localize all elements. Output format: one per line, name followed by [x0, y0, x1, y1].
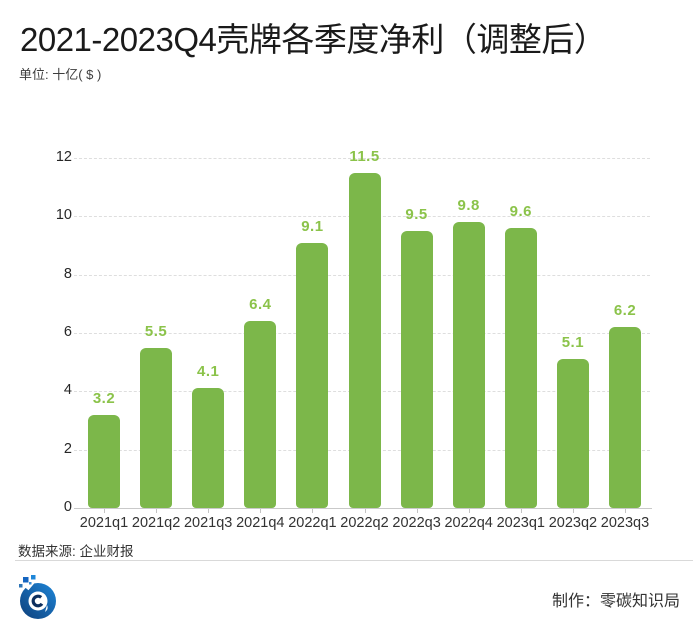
bar-value-label: 4.1 [197, 363, 220, 381]
footer-divider [15, 560, 693, 561]
x-axis-line [74, 508, 652, 509]
bar-value-label: 9.6 [509, 203, 532, 220]
bar-value-label: 9.8 [457, 197, 480, 215]
bar [556, 359, 589, 508]
y-axis-tick-label: 10 [55, 207, 72, 224]
bar [348, 172, 381, 508]
x-axis-category-label: 2021q3 [183, 515, 233, 531]
x-axis-category-label: 2022q1 [288, 515, 337, 531]
zero-carbon-logo-icon [13, 568, 60, 622]
x-axis-category-label: 2021q1 [79, 515, 129, 531]
x-axis-tick [364, 509, 366, 513]
x-axis-tick [625, 509, 626, 513]
maker-credit-label: 制作：零碳知识局 [551, 593, 680, 610]
data-source-label: 数据来源: 企业财报 [18, 544, 134, 559]
y-axis-tick-label: 12 [55, 149, 72, 165]
x-axis-category-label: 2021q4 [236, 515, 285, 531]
y-axis-tick-label: 4 [63, 382, 72, 399]
x-axis-tick [312, 509, 314, 513]
y-axis-tick-label: 2 [63, 440, 72, 457]
bar [192, 388, 225, 508]
x-axis-tick [104, 509, 105, 513]
page-title: 2021-2023Q4壳牌各季度净利（调整后） [20, 21, 607, 58]
x-axis-tick [468, 509, 470, 513]
y-axis-tick-label: 6 [63, 324, 72, 340]
x-axis-category-label: 2023q3 [600, 515, 650, 531]
bar [452, 222, 485, 508]
x-axis-tick [156, 509, 158, 513]
x-axis-tick [260, 509, 262, 513]
bar [244, 321, 277, 508]
x-axis-tick [520, 509, 522, 513]
bar [88, 414, 120, 508]
bar [504, 228, 537, 508]
bar [140, 347, 173, 508]
bar-value-label: 11.5 [349, 147, 380, 165]
y-axis-tick-label: 0 [63, 499, 72, 515]
bar [296, 242, 329, 508]
bar-value-label: 6.4 [249, 296, 272, 314]
unit-label: 单位: 十亿( $ ) [19, 67, 102, 82]
bar-value-label: 3.2 [92, 389, 116, 407]
bar-value-label: 9.1 [301, 217, 324, 235]
x-axis-category-label: 2023q2 [548, 515, 598, 531]
x-axis-tick [572, 509, 574, 513]
bar-value-label: 6.2 [613, 302, 637, 320]
x-axis-category-label: 2023q1 [496, 515, 545, 531]
x-axis-category-label: 2022q2 [340, 515, 389, 531]
bar [609, 327, 641, 508]
x-axis-tick [416, 509, 418, 513]
x-axis-category-label: 2022q3 [392, 515, 441, 531]
x-axis-category-label: 2022q4 [444, 515, 493, 531]
x-axis-category-label: 2021q2 [131, 515, 181, 531]
gridline [74, 158, 650, 159]
y-axis-tick-label: 8 [63, 265, 72, 282]
x-axis-tick [208, 509, 210, 513]
bar-value-label: 5.1 [561, 334, 585, 352]
bar-value-label: 9.5 [405, 205, 428, 223]
bar [400, 230, 433, 508]
bar-value-label: 5.5 [144, 322, 168, 340]
